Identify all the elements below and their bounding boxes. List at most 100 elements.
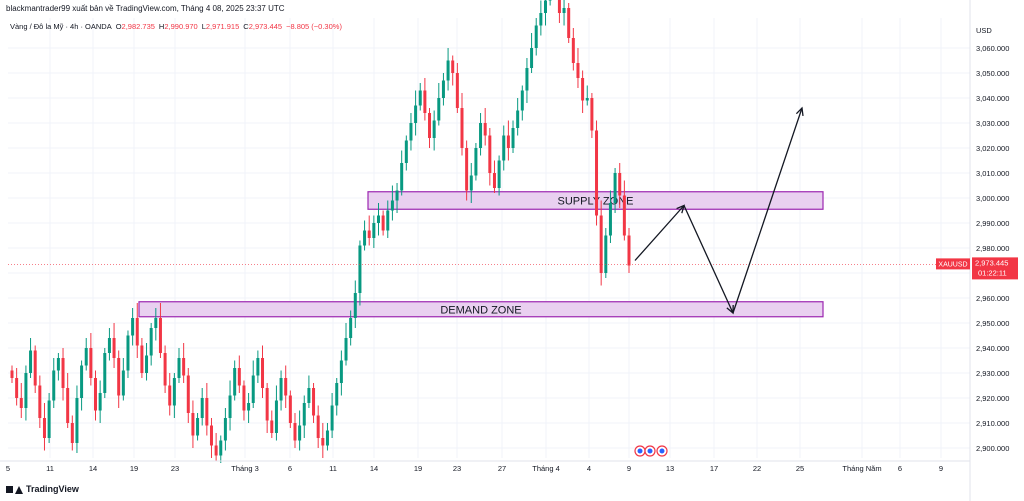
- candle-body: [98, 393, 102, 411]
- price-tick-label: 2,920.000: [976, 394, 1009, 403]
- us-flag-icon: [659, 448, 665, 454]
- candle-body: [599, 215, 603, 273]
- candle-body: [557, 0, 561, 13]
- candle-body: [75, 398, 79, 443]
- candle-body: [497, 160, 501, 188]
- candle-body: [233, 368, 237, 396]
- candle-body: [228, 395, 232, 418]
- candle-body: [158, 318, 162, 353]
- candle-body: [168, 385, 172, 406]
- price-tick-label: 3,040.000: [976, 94, 1009, 103]
- candle-body: [455, 73, 459, 108]
- candle-body: [585, 98, 589, 101]
- candle-body: [84, 348, 88, 366]
- low-label: L: [201, 22, 206, 31]
- candle-body: [70, 423, 74, 443]
- candle-body: [279, 378, 283, 401]
- time-tick-label: 9: [627, 464, 631, 473]
- us-flag-icon: [637, 448, 643, 454]
- candle-body: [219, 440, 223, 456]
- candle-body: [367, 230, 371, 238]
- candle-body: [400, 163, 404, 191]
- price-tick-label: 2,930.000: [976, 369, 1009, 378]
- candle-body: [29, 350, 33, 373]
- open-label: O: [115, 22, 122, 31]
- candle-body: [196, 418, 200, 436]
- price-tick-label: 3,020.000: [976, 144, 1009, 153]
- candle-body: [446, 60, 450, 81]
- last-price-tag: [972, 257, 1018, 280]
- candle-body: [530, 48, 534, 68]
- time-axis[interactable]: 5 11 14 19 23 Tháng 3 6 11 14 19 23 27 Tháng 4 4 9 13 17…: [0, 460, 970, 473]
- candle-body: [567, 8, 571, 38]
- candle-body: [460, 108, 464, 148]
- time-tick-label: 27: [498, 464, 506, 473]
- candle-body: [409, 123, 413, 141]
- close-label: C: [243, 22, 249, 31]
- candle-body: [330, 405, 334, 431]
- candle-body: [581, 78, 585, 101]
- candle-body: [562, 8, 566, 13]
- candle-body: [423, 90, 427, 113]
- tradingview-logo-icon: [6, 485, 23, 494]
- change-value: −8.805 (−0.30%): [286, 22, 342, 31]
- candle-body: [223, 418, 227, 441]
- candle-body: [270, 420, 274, 433]
- demand-zone-label: DEMAND ZONE: [440, 304, 521, 316]
- candle-body: [149, 328, 153, 356]
- candle-body: [103, 353, 107, 393]
- candle-body: [298, 425, 302, 441]
- low-value: 2,971.915: [205, 22, 240, 31]
- projection-segment: [634, 205, 685, 261]
- candle-body: [465, 148, 469, 191]
- time-tick-label: 14: [370, 464, 378, 473]
- candle-body: [186, 375, 190, 413]
- candle-body: [80, 365, 84, 398]
- time-tick-label: 13: [666, 464, 674, 473]
- time-tick-label: 22: [753, 464, 761, 473]
- candle-body: [376, 215, 380, 223]
- candle-body: [247, 403, 251, 411]
- candle-body: [502, 135, 506, 161]
- us-flag-icon: [647, 448, 653, 454]
- price-tick-label: 3,060.000: [976, 44, 1009, 53]
- candle-body: [590, 98, 594, 131]
- candle-body: [353, 293, 357, 318]
- candle-body: [284, 378, 288, 396]
- candle-body: [363, 230, 367, 246]
- symbol-description[interactable]: Vàng / Đô la Mỹ · 4h · OANDA: [10, 22, 112, 31]
- candle-body: [237, 368, 241, 386]
- candle-body: [451, 60, 455, 73]
- candle-body: [154, 318, 158, 328]
- time-tick-label: 5: [6, 464, 10, 473]
- candle-body: [595, 130, 599, 216]
- time-tick-label: 25: [796, 464, 804, 473]
- candle-body: [576, 63, 580, 78]
- price-axis[interactable]: 2,900.000 2,910.000 2,920.000 2,930.000 2,94…: [936, 0, 1024, 501]
- candle-body: [613, 173, 617, 203]
- candle-body: [548, 0, 552, 1]
- candle-body: [321, 438, 325, 446]
- projection-segment: [683, 205, 734, 314]
- candle-body: [242, 385, 246, 411]
- price-tick-label: 2,950.000: [976, 319, 1009, 328]
- open-value: 2,982.735: [121, 22, 155, 31]
- candle-body: [131, 318, 135, 336]
- candle-body: [316, 415, 320, 438]
- candle-body: [414, 105, 418, 123]
- candle-body: [135, 318, 139, 346]
- tradingview-footer[interactable]: TradingView: [6, 484, 79, 494]
- candle-body: [66, 388, 70, 423]
- candle-body: [520, 90, 524, 111]
- candle-body: [335, 383, 339, 406]
- arrow-head-icon: [726, 304, 734, 315]
- candle-body: [261, 358, 265, 388]
- candle-body: [47, 400, 51, 438]
- candle-body: [302, 403, 306, 426]
- candle-body: [10, 370, 14, 378]
- candle-body: [441, 80, 445, 98]
- price-tick-label: 2,910.000: [976, 419, 1009, 428]
- candle-body: [381, 215, 385, 231]
